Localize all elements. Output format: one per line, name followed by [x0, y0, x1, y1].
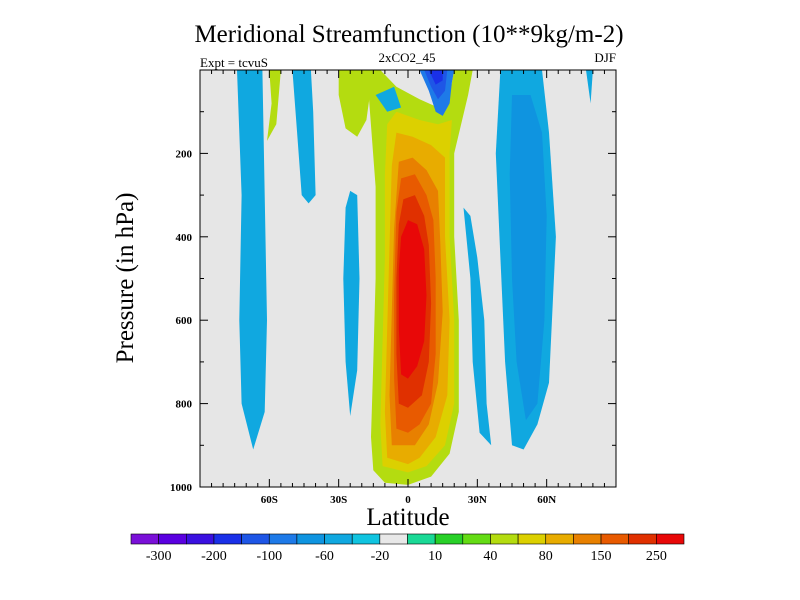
axis-ticks: 60S 30S 0 30N 60N 200 400 600 800 1000	[170, 70, 616, 506]
contour-region-10	[343, 190, 360, 417]
colorbar: -300 -200 -100 -60 -20 10 40 80 150 250	[130, 533, 685, 564]
x-tick-label-4: 60N	[537, 494, 556, 506]
x-tick-label-3: 30N	[468, 494, 487, 506]
colorbar-swatch-19	[656, 533, 685, 545]
colorbar-label-7: 80	[539, 549, 553, 564]
y-tick-label-4: 1000	[170, 482, 193, 494]
colorbar-swatch-7	[324, 533, 353, 545]
colorbar-label-8: 150	[591, 549, 612, 564]
colorbar-swatch-15	[545, 533, 574, 545]
contour-region-15	[428, 70, 443, 85]
x-tick-label-1: 30S	[330, 494, 347, 506]
contour-region-7	[237, 70, 267, 450]
x-axis-label: Latitude	[366, 504, 449, 531]
y-axis-label: Pressure (in hPa)	[112, 193, 139, 364]
colorbar-swatch-5	[268, 533, 298, 545]
contour-region-8	[267, 70, 281, 141]
contour-regions	[237, 70, 593, 485]
colorbar-label-0: -300	[146, 549, 172, 564]
x-tick-label-0: 60S	[261, 494, 278, 506]
colorbar-swatch-18	[628, 533, 657, 545]
colorbar-swatch-2	[186, 533, 215, 545]
contour-region-18	[509, 95, 547, 421]
colorbar-swatch-6	[296, 533, 325, 545]
colorbar-label-2: -100	[256, 549, 282, 564]
left-label: Expt = tcvuS	[200, 55, 268, 70]
colorbar-swatch-0	[130, 533, 159, 545]
y-tick-label-0: 200	[176, 148, 193, 160]
colorbar-label-9: 250	[646, 549, 667, 564]
colorbar-swatch-1	[158, 533, 187, 545]
colorbar-label-5: 10	[428, 549, 442, 564]
colorbar-swatch-13	[490, 533, 519, 545]
x-tick-label-2: 0	[405, 494, 411, 506]
colorbar-swatch-16	[573, 533, 602, 545]
colorbar-swatch-12	[462, 533, 491, 545]
colorbar-label-4: -20	[371, 549, 390, 564]
colorbar-label-6: 40	[483, 549, 497, 564]
chart-title: Meridional Streamfunction (10**9kg/m-2)	[194, 21, 623, 48]
colorbar-label-1: -200	[201, 549, 227, 564]
colorbar-swatch-4	[241, 533, 270, 545]
colorbar-swatch-10	[407, 533, 436, 545]
right-label: DJF	[594, 50, 616, 65]
colorbar-swatch-11	[434, 533, 464, 545]
colorbar-swatch-14	[517, 533, 547, 545]
contour-region-11	[338, 70, 371, 137]
center-label: 2xCO2_45	[378, 50, 435, 65]
colorbar-swatch-8	[351, 533, 381, 545]
contour-region-16	[463, 207, 492, 446]
contour-region-19	[586, 70, 593, 104]
y-tick-label-1: 400	[176, 232, 193, 244]
contour-region-6	[398, 220, 427, 379]
colorbar-label-3: -60	[315, 549, 334, 564]
contour-region-9	[292, 70, 316, 204]
colorbar-swatch-9	[379, 533, 408, 545]
y-tick-label-2: 600	[176, 315, 193, 327]
y-tick-label-3: 800	[176, 399, 193, 411]
contour-region-12	[375, 86, 402, 112]
colorbar-swatch-17	[600, 533, 629, 545]
colorbar-swatch-3	[213, 533, 242, 545]
